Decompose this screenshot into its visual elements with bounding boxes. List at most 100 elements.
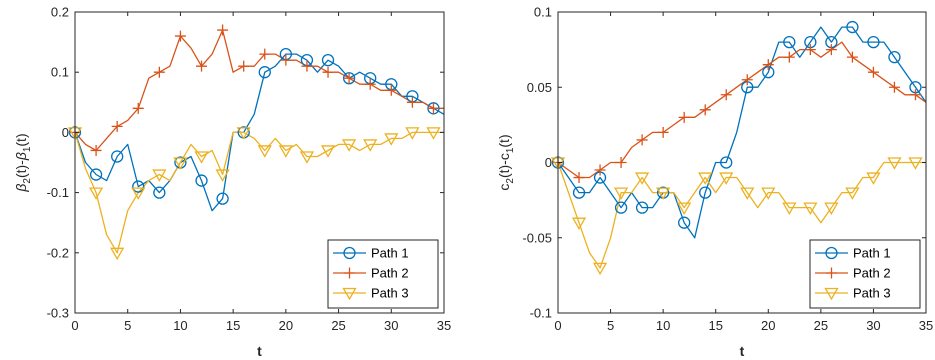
data-point bbox=[301, 60, 313, 72]
legend-marker bbox=[344, 267, 355, 279]
data-point bbox=[677, 202, 692, 215]
y-tick-label: 0.2 bbox=[51, 5, 69, 20]
y-label-part: (t)-c bbox=[496, 153, 512, 178]
data-point bbox=[803, 202, 818, 215]
y-label-part: β bbox=[13, 152, 29, 161]
data-point bbox=[384, 133, 399, 146]
data-point bbox=[656, 187, 671, 200]
y-label-subscript: 2 bbox=[22, 178, 33, 184]
data-point bbox=[845, 187, 860, 200]
data-point bbox=[698, 172, 713, 185]
data-point bbox=[678, 111, 690, 123]
legend-label: Path 3 bbox=[853, 286, 891, 301]
data-point bbox=[572, 186, 586, 199]
series-line-2 bbox=[74, 29, 444, 152]
data-point bbox=[132, 102, 144, 114]
data-point bbox=[887, 157, 902, 170]
data-point bbox=[888, 51, 901, 64]
data-point bbox=[719, 172, 734, 185]
x-tick-label: 5 bbox=[124, 318, 131, 333]
data-point bbox=[173, 157, 188, 170]
y-tick-label: 0.1 bbox=[534, 5, 552, 20]
y-tick-label: 0 bbox=[545, 155, 552, 170]
data-point bbox=[635, 201, 649, 214]
data-point bbox=[846, 51, 858, 63]
x-tick-label: 35 bbox=[919, 318, 933, 333]
x-tick-label: 20 bbox=[279, 318, 293, 333]
data-point bbox=[194, 151, 209, 164]
y-label-part: (t) bbox=[13, 133, 29, 146]
x-tick-label: 10 bbox=[173, 318, 187, 333]
series-line-1 bbox=[74, 53, 445, 212]
data-point bbox=[341, 139, 357, 152]
legend-box bbox=[809, 239, 921, 309]
data-point bbox=[215, 169, 230, 182]
data-point bbox=[152, 169, 167, 182]
data-point bbox=[825, 44, 837, 56]
data-point bbox=[741, 74, 753, 86]
x-tick-label: 25 bbox=[331, 318, 345, 333]
data-point bbox=[615, 157, 627, 168]
legend-box bbox=[327, 239, 439, 309]
y-axis-label: c2(t)-c1(t) bbox=[496, 134, 516, 190]
data-point bbox=[867, 35, 880, 49]
series-line-3 bbox=[74, 131, 444, 254]
data-point bbox=[153, 186, 166, 199]
data-point bbox=[761, 187, 776, 200]
data-point bbox=[364, 78, 376, 90]
data-point bbox=[385, 84, 397, 96]
data-point bbox=[89, 168, 103, 181]
x-tick-label: 0 bbox=[554, 318, 561, 333]
data-point bbox=[720, 89, 732, 101]
y-label-part: c bbox=[496, 184, 512, 191]
x-tick-label: 30 bbox=[866, 318, 880, 333]
x-tick-label: 15 bbox=[708, 318, 722, 333]
y-tick-label: 0.05 bbox=[527, 80, 552, 95]
chart-panel-1: 0 5 10 15 20 25 30 35-0.3-0.2-0.100.10.2tβ2(t)-… bbox=[13, 5, 451, 360]
legend-label: Path 2 bbox=[853, 266, 891, 281]
data-point bbox=[573, 172, 585, 184]
data-point bbox=[699, 104, 711, 116]
data-point bbox=[634, 172, 650, 185]
legend-marker bbox=[824, 287, 839, 301]
x-axis-label: t bbox=[257, 343, 262, 359]
data-point bbox=[321, 54, 335, 67]
y-tick-label: -0.05 bbox=[522, 230, 552, 245]
legend: Path 1 Path 2 Path 3 bbox=[327, 239, 439, 309]
x-tick-label: 10 bbox=[656, 318, 670, 333]
data-point bbox=[111, 120, 123, 132]
data-point bbox=[866, 172, 881, 185]
data-point bbox=[804, 44, 816, 56]
x-tick-label: 20 bbox=[761, 318, 775, 333]
data-point bbox=[824, 202, 839, 215]
legend-marker bbox=[825, 246, 838, 260]
legend-label: Path 1 bbox=[371, 246, 409, 261]
data-point bbox=[614, 201, 628, 214]
data-point bbox=[217, 24, 229, 36]
data-point bbox=[257, 145, 272, 158]
y-axis-label: β2(t)-β1(t) bbox=[13, 133, 33, 192]
data-point bbox=[299, 151, 315, 164]
data-point bbox=[908, 157, 923, 170]
data-point bbox=[594, 164, 606, 176]
y-label-part: (t) bbox=[496, 134, 512, 147]
legend-label: Path 3 bbox=[371, 286, 409, 301]
data-point bbox=[131, 187, 146, 200]
data-point bbox=[216, 192, 229, 205]
x-axis-label: t bbox=[740, 343, 745, 359]
data-point bbox=[405, 127, 420, 140]
data-point bbox=[343, 72, 355, 84]
plot-frame bbox=[74, 11, 445, 314]
y-tick-label: 0 bbox=[62, 125, 69, 140]
data-point bbox=[846, 20, 859, 34]
data-point bbox=[236, 127, 251, 140]
data-point bbox=[259, 48, 271, 60]
y-tick-label: -0.3 bbox=[47, 306, 69, 321]
data-point bbox=[592, 262, 608, 276]
data-point bbox=[867, 66, 879, 78]
data-point bbox=[740, 187, 755, 200]
data-point bbox=[110, 247, 125, 261]
x-tick-label: 0 bbox=[71, 318, 78, 333]
x-tick-label: 15 bbox=[226, 318, 240, 333]
data-point bbox=[322, 66, 334, 78]
